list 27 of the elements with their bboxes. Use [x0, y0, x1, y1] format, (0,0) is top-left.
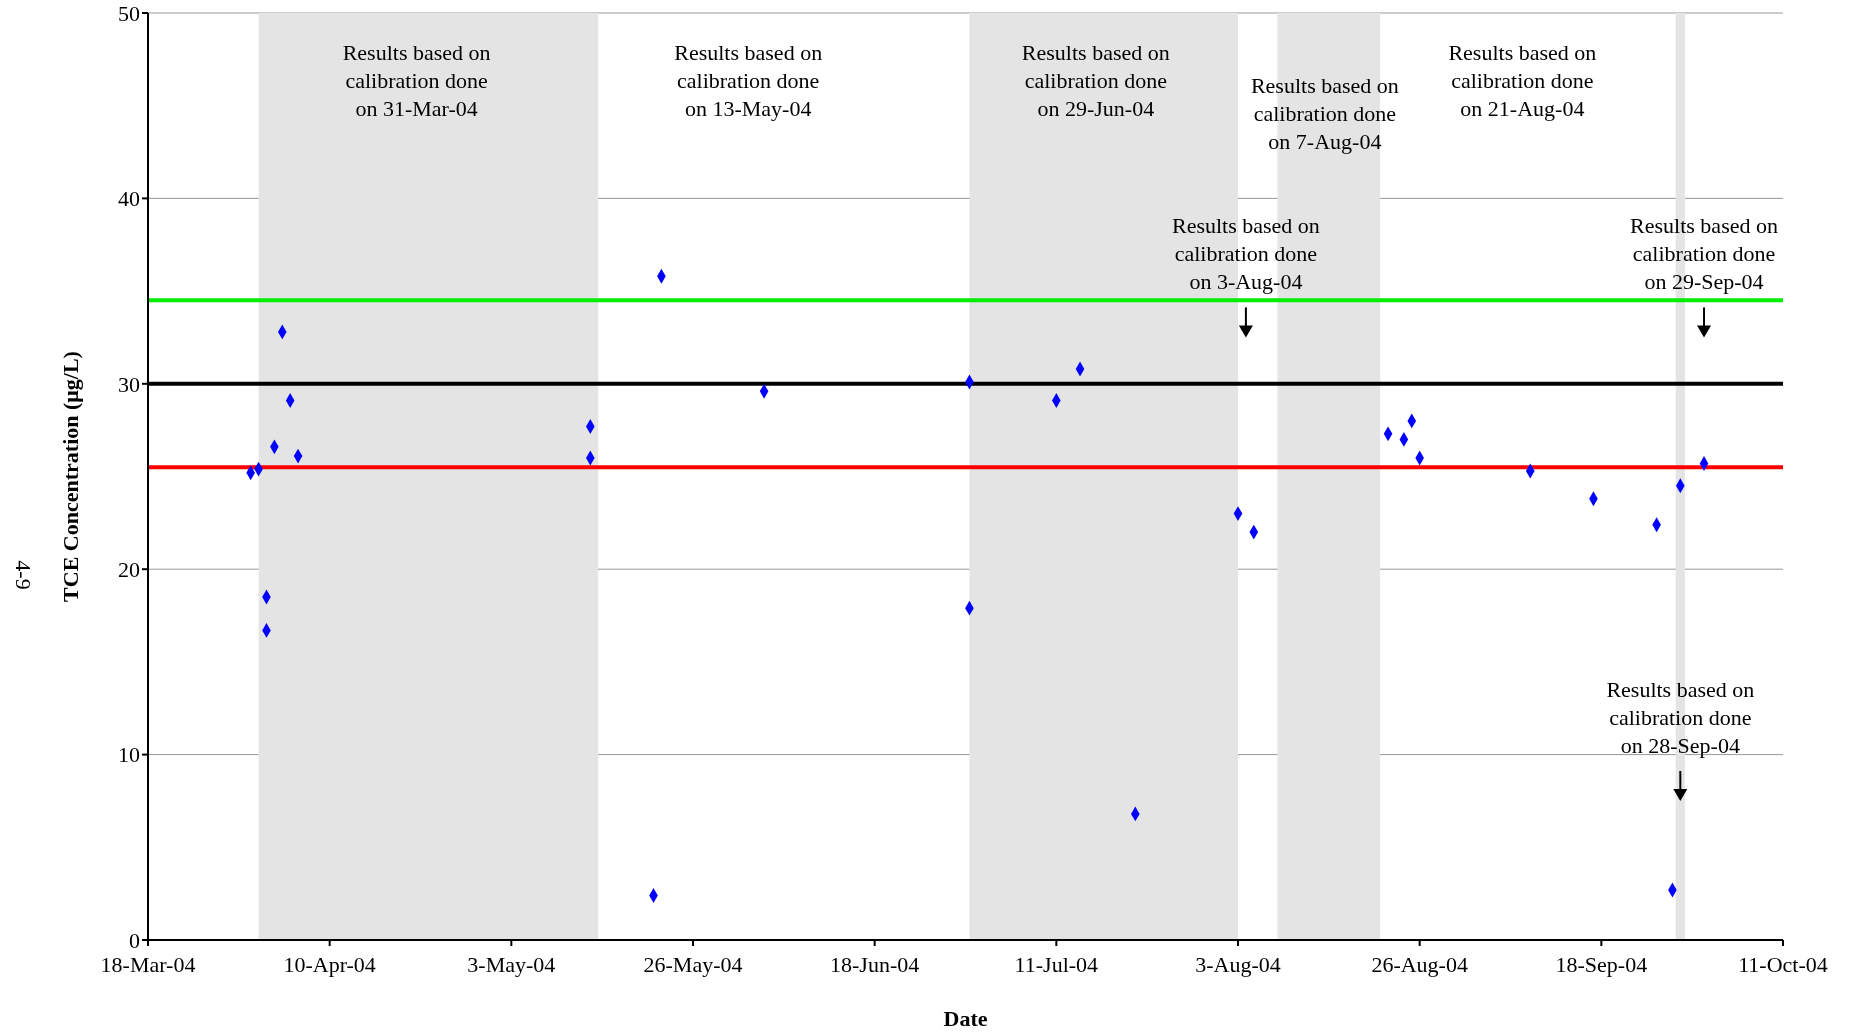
annotation: Results based on calibration done on 3-Aug-04 — [1171, 213, 1320, 295]
y-tick-label: 10 — [118, 742, 140, 768]
annotation: Results based on calibration done on 28-Sep-04 — [1606, 676, 1755, 758]
x-tick-label: 18-Jun-04 — [830, 951, 920, 977]
y-tick-label: 30 — [118, 371, 140, 397]
x-tick-label: 26-May-04 — [643, 951, 743, 977]
x-tick-label: 10-Apr-04 — [283, 951, 376, 977]
y-tick-label: 20 — [118, 557, 140, 583]
x-tick-label: 11-Jul-04 — [1014, 951, 1099, 977]
y-tick-label: 0 — [129, 927, 140, 953]
y-tick-label: 40 — [118, 186, 140, 212]
x-tick-label: 26-Aug-04 — [1371, 951, 1468, 977]
annotation: Results based on calibration done on 7-Aug-04 — [1250, 73, 1399, 155]
x-tick-label: 18-Sep-04 — [1555, 951, 1648, 977]
x-axis-title: Date — [943, 1006, 988, 1031]
x-tick-label: 3-Aug-04 — [1195, 951, 1281, 977]
y-tick-label: 50 — [118, 0, 140, 26]
annotation: Results based on calibration done on 29-Sep-04 — [1630, 213, 1778, 295]
annotation: Results based on calibration done on 29-Jun-04 — [1021, 39, 1170, 121]
y-axis-title: TCE Concentration (μg/L) — [57, 351, 83, 602]
x-tick-label: 11-Oct-04 — [1738, 951, 1828, 977]
annotation: Results based on calibration done on 13-May-04 — [674, 39, 823, 121]
annotation: Results based on calibration done on 21-Aug-04 — [1448, 39, 1597, 121]
x-tick-label: 18-Mar-04 — [100, 951, 196, 977]
x-tick-label: 3-May-04 — [467, 951, 556, 977]
annotation: Results based on calibration done on 31-Mar-04 — [342, 39, 491, 121]
text: 4-9 — [11, 560, 36, 590]
